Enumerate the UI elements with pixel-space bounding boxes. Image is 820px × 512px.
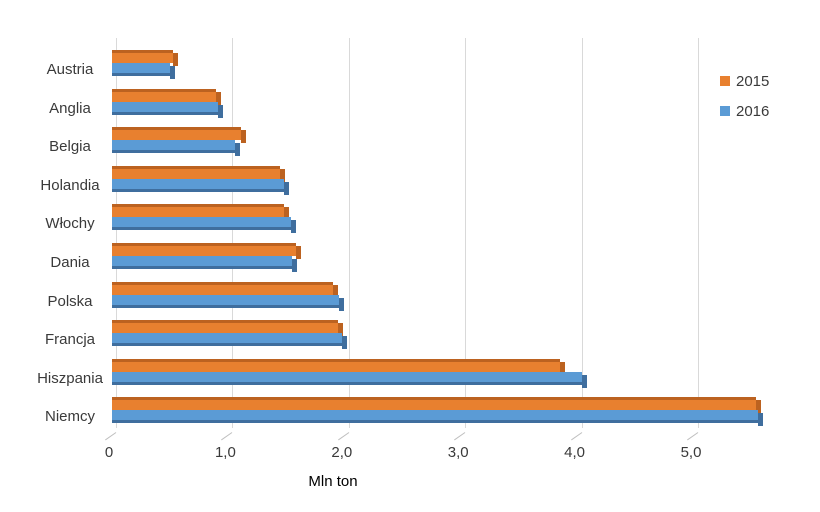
bar-2015-holandia bbox=[112, 165, 280, 179]
legend: 2015 2016 bbox=[720, 72, 769, 132]
bar-edge-2015-holandia bbox=[280, 168, 285, 182]
bar-2016-holandia bbox=[112, 178, 284, 192]
bar-2016-niemcy bbox=[112, 410, 758, 424]
bar-edge-2015-belgia bbox=[241, 130, 246, 144]
legend-label-2016: 2016 bbox=[736, 102, 770, 120]
x-axis-tick-mark bbox=[570, 432, 582, 441]
bar-edge-2015-włochy bbox=[284, 207, 289, 221]
bar-2015-anglia bbox=[112, 88, 216, 102]
legend-swatch-2015-icon bbox=[720, 76, 730, 86]
bar-edge-2015-austria bbox=[173, 53, 178, 66]
bar-2015-dania bbox=[112, 243, 296, 256]
bar-2016-anglia bbox=[112, 101, 218, 115]
legend-item-2015: 2015 bbox=[720, 72, 769, 90]
bar-edge-2015-francja bbox=[338, 323, 343, 337]
bar-edge-2016-francja bbox=[342, 336, 347, 350]
bar-2015-hiszpania bbox=[112, 358, 560, 372]
bar-edge-2016-dania bbox=[292, 259, 297, 272]
bar-2015-niemcy bbox=[112, 397, 756, 411]
bar-2015-włochy bbox=[112, 204, 284, 218]
legend-item-2016: 2016 bbox=[720, 102, 769, 120]
legend-label-2015: 2015 bbox=[736, 72, 770, 90]
x-axis-title: Mln ton bbox=[308, 473, 358, 490]
bar-edge-2015-anglia bbox=[216, 91, 221, 105]
bar-2016-belgia bbox=[112, 140, 235, 154]
bar-2015-polska bbox=[112, 281, 333, 295]
x-axis-tick-mark bbox=[105, 432, 117, 441]
x-axis-tick-mark bbox=[221, 432, 233, 441]
bar-edge-2016-austria bbox=[170, 66, 175, 79]
bar-2016-austria bbox=[112, 63, 170, 76]
x-axis-tick-label: 0 bbox=[104, 444, 114, 461]
legend-swatch-2016-icon bbox=[720, 106, 730, 116]
category-label-francja: Francja bbox=[44, 331, 96, 349]
bar-edge-2016-anglia bbox=[218, 104, 223, 118]
bar-edge-2015-dania bbox=[296, 246, 301, 259]
category-label-niemcy: Niemcy bbox=[44, 408, 95, 426]
bar-edge-2015-hiszpania bbox=[560, 361, 565, 375]
x-axis-tick-label: 3,0 bbox=[447, 444, 469, 461]
category-label-anglia: Anglia bbox=[49, 99, 91, 117]
bar-2016-francja bbox=[112, 333, 342, 347]
x-axis-tick-label: 1,0 bbox=[214, 444, 236, 461]
bar-edge-2016-włochy bbox=[291, 220, 296, 234]
bar-2015-francja bbox=[112, 320, 338, 334]
x-axis-tick-label: 5,0 bbox=[680, 444, 702, 461]
bar-2015-austria bbox=[112, 50, 173, 63]
x-axis-tick-label: 2,0 bbox=[331, 444, 353, 461]
bar-edge-2016-niemcy bbox=[758, 413, 763, 427]
gridline-4,0 bbox=[581, 38, 583, 428]
bar-edge-2016-belgia bbox=[235, 143, 240, 157]
category-label-austria: Austria bbox=[46, 61, 94, 78]
gridline-3,0 bbox=[465, 38, 467, 428]
category-label-belgia: Belgia bbox=[49, 138, 91, 156]
category-label-włochy: Włochy bbox=[45, 215, 95, 233]
category-label-holandia: Holandia bbox=[40, 176, 100, 194]
bar-2016-włochy bbox=[112, 217, 291, 231]
x-axis-tick-mark bbox=[687, 432, 699, 441]
bar-edge-2015-polska bbox=[333, 284, 338, 298]
bar-2016-hiszpania bbox=[112, 371, 582, 385]
x-axis-tick-mark bbox=[337, 432, 350, 441]
bar-2016-dania bbox=[112, 256, 292, 269]
category-label-dania: Dania bbox=[50, 254, 90, 271]
gridline-2,0 bbox=[348, 38, 350, 428]
bar-2015-belgia bbox=[112, 127, 241, 141]
bar-edge-2016-polska bbox=[339, 297, 344, 311]
bar-edge-2016-holandia bbox=[284, 181, 289, 195]
bar-2016-polska bbox=[112, 294, 339, 308]
gridline-5,0 bbox=[698, 38, 699, 428]
bar-edge-2015-niemcy bbox=[756, 400, 761, 414]
gridline-0 bbox=[116, 38, 117, 428]
category-label-polska: Polska bbox=[47, 292, 93, 310]
category-label-hiszpania: Hiszpania bbox=[37, 369, 103, 387]
bar-edge-2016-hiszpania bbox=[582, 374, 587, 388]
x-axis-tick-mark bbox=[454, 432, 466, 441]
gridline-1,0 bbox=[232, 38, 234, 428]
x-axis-tick-label: 4,0 bbox=[564, 444, 586, 461]
